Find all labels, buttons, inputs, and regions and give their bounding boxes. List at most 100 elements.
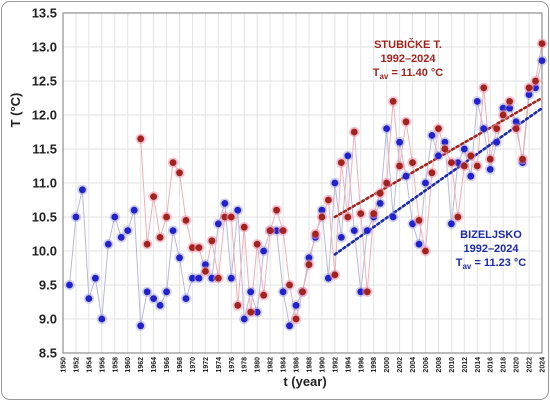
data-point-stubicke	[480, 84, 488, 92]
data-point-bizeljsko	[111, 213, 119, 221]
data-point-stubicke	[486, 155, 494, 163]
x-tick-label: 2004	[410, 357, 417, 373]
y-tick-label: 8.5	[39, 346, 57, 361]
data-point-stubicke	[428, 169, 436, 177]
x-tick-label: 1950	[61, 357, 68, 373]
y-tick-label: 9.0	[39, 312, 57, 327]
data-point-stubicke	[279, 227, 287, 235]
data-point-stubicke	[137, 135, 145, 143]
data-point-bizeljsko	[286, 322, 293, 330]
data-point-stubicke	[299, 288, 306, 296]
data-point-bizeljsko	[331, 179, 339, 187]
x-tick-label: 1954	[86, 357, 93, 373]
x-tick-label: 1976	[229, 357, 236, 373]
x-tick-label: 1952	[73, 357, 80, 373]
x-tick-label: 1964	[151, 357, 158, 373]
data-point-bizeljsko	[137, 322, 145, 330]
data-point-bizeljsko	[441, 138, 449, 146]
data-point-stubicke	[499, 111, 507, 119]
data-point-stubicke	[350, 128, 358, 136]
data-point-bizeljsko	[214, 220, 222, 228]
data-point-stubicke	[202, 268, 209, 275]
data-point-bizeljsko	[480, 125, 488, 132]
y-tick-label: 12.0	[32, 108, 57, 123]
data-point-bizeljsko	[247, 288, 255, 296]
data-point-stubicke	[176, 169, 183, 177]
data-point-bizeljsko	[292, 302, 300, 309]
data-point-stubicke	[454, 213, 462, 221]
data-point-stubicke	[519, 155, 526, 163]
data-point-bizeljsko	[169, 227, 177, 235]
data-point-stubicke	[286, 281, 293, 289]
data-point-stubicke	[240, 223, 248, 231]
data-point-stubicke	[260, 291, 268, 299]
x-tick-label: 1962	[138, 357, 145, 373]
data-point-stubicke	[292, 315, 300, 323]
y-tick-label: 13.0	[32, 40, 57, 55]
data-point-bizeljsko	[493, 138, 501, 146]
x-axis-ticks: 1950 1952 1954 1956 1958 1960 1962 1964 1966 1968…	[61, 357, 547, 373]
data-point-bizeljsko	[525, 91, 533, 98]
annotation-stubicke-tav: Tav = 11.40 °C	[373, 67, 444, 81]
x-tick-label: 2002	[397, 357, 404, 373]
x-tick-label: 2022	[527, 357, 534, 373]
data-point-bizeljsko	[79, 186, 86, 194]
data-point-stubicke	[208, 237, 216, 245]
data-point-bizeljsko	[396, 138, 403, 146]
data-point-bizeljsko	[85, 295, 93, 302]
data-point-stubicke	[318, 213, 326, 221]
y-tick-label: 12.5	[32, 74, 57, 89]
data-point-stubicke	[493, 125, 501, 132]
data-point-stubicke	[227, 213, 235, 221]
data-point-bizeljsko	[117, 234, 125, 241]
x-tick-label: 2012	[462, 357, 469, 373]
annotation-stubicke-tav-sub: av	[379, 72, 388, 81]
y-tick-label: 10.5	[32, 210, 57, 225]
y-tick-label: 9.5	[39, 278, 57, 293]
data-point-stubicke	[344, 213, 352, 221]
x-tick-label: 1992	[332, 357, 339, 373]
data-point-stubicke	[389, 98, 397, 105]
data-point-bizeljsko	[512, 118, 520, 126]
data-point-bizeljsko	[422, 179, 429, 187]
data-point-stubicke	[253, 240, 261, 248]
x-tick-label: 1968	[177, 357, 184, 373]
x-tick-label: 2010	[449, 357, 456, 373]
x-tick-label: 1970	[190, 357, 197, 373]
x-tick-label: 1966	[164, 357, 171, 373]
annotation-bizeljsko-tav: Tav = 11.23 °C	[456, 257, 527, 271]
data-point-stubicke	[169, 159, 177, 167]
x-tick-label: 1958	[112, 357, 119, 373]
data-point-bizeljsko	[182, 295, 190, 302]
x-tick-label: 2020	[514, 357, 521, 373]
data-point-stubicke	[525, 84, 533, 92]
data-point-stubicke	[337, 159, 345, 167]
data-point-bizeljsko	[189, 274, 196, 282]
data-point-stubicke	[402, 118, 410, 126]
data-point-bizeljsko	[234, 206, 242, 214]
data-point-stubicke	[473, 162, 481, 170]
x-tick-label: 1960	[125, 357, 132, 373]
x-tick-label: 2024	[540, 357, 547, 373]
data-point-bizeljsko	[72, 213, 80, 221]
grid	[62, 12, 543, 354]
x-tick-label: 1988	[306, 357, 313, 373]
data-point-bizeljsko	[506, 104, 514, 112]
data-point-bizeljsko	[486, 166, 494, 173]
x-tick-label: 1974	[216, 357, 223, 373]
annotation-stubicke-title: STUBIČKE T.	[374, 38, 442, 51]
x-tick-label: 2014	[475, 357, 482, 373]
data-point-bizeljsko	[221, 200, 229, 207]
x-tick-label: 1980	[255, 357, 262, 373]
x-tick-label: 1956	[99, 357, 106, 373]
data-point-bizeljsko	[467, 172, 475, 180]
data-point-bizeljsko	[130, 206, 138, 214]
data-point-stubicke	[460, 162, 468, 170]
x-tick-label: 1998	[371, 357, 378, 373]
data-point-stubicke	[195, 244, 203, 252]
data-point-stubicke	[312, 230, 319, 238]
data-point-stubicke	[467, 152, 475, 160]
data-point-stubicke	[182, 217, 190, 224]
x-tick-label: 1982	[268, 357, 275, 373]
